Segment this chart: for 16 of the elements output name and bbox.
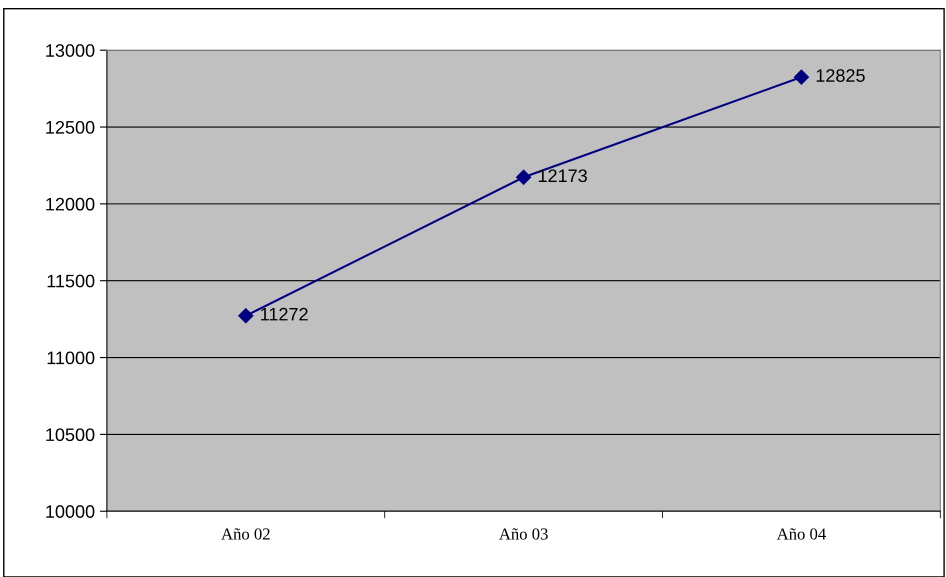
x-tick-label: Año 04 (776, 528, 826, 540)
x-tick-label: Año 03 (499, 528, 548, 540)
point (238, 308, 254, 324)
y-tick-label: 12000 (46, 198, 94, 211)
data-label: 12173 (538, 169, 587, 182)
point (794, 70, 809, 85)
y-tick-label: 12500 (46, 120, 94, 134)
data-label: 11272 (261, 308, 308, 320)
y-tick-label: 11500 (48, 274, 94, 288)
point (516, 170, 532, 185)
y-tick-label: 11000 (48, 351, 94, 364)
data-label: 12825 (816, 69, 865, 82)
x-tick-label: Año 02 (221, 528, 270, 540)
y-tick-label: 10000 (46, 505, 94, 518)
y-tick-label: 10500 (46, 428, 94, 442)
y-tick-label: 13000 (46, 44, 94, 57)
